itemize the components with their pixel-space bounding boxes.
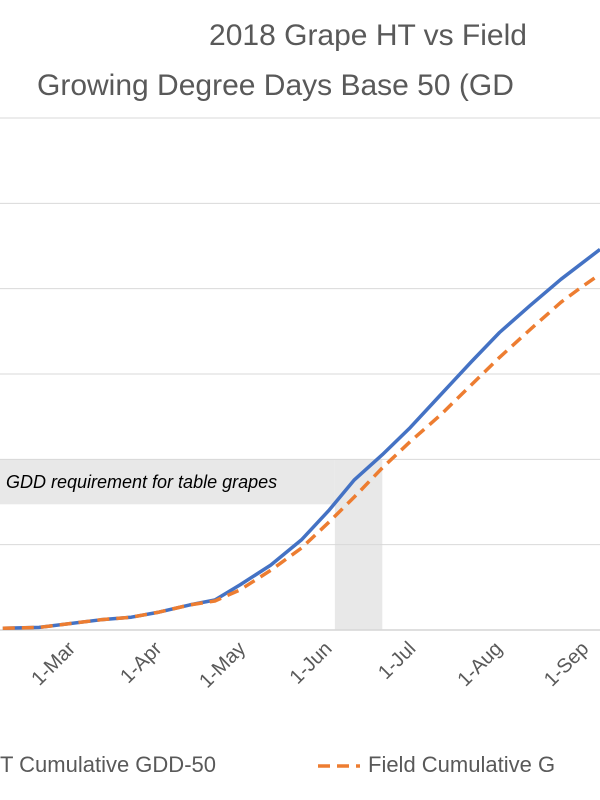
chart-title: Growing Degree Days Base 50 (GD (37, 69, 514, 102)
series-line (2, 248, 600, 631)
series-line (2, 272, 600, 631)
x-tick-label: 1-Sep (540, 638, 593, 691)
x-tick-label: 1-Jul (374, 638, 420, 684)
requirement-band (334, 459, 383, 630)
legend-label: Field Cumulative G (368, 752, 555, 777)
x-tick-label: 1-Mar (27, 637, 80, 690)
x-tick-label: 1-Jun (286, 638, 337, 689)
annotation-text: GDD requirement for table grapes (6, 472, 277, 492)
chart-title: 2018 Grape HT vs Field (209, 19, 527, 52)
legend-label: T Cumulative GDD-50 (0, 752, 216, 777)
x-tick-label: 1-May (195, 638, 250, 693)
x-tick-label: 1-Aug (454, 638, 507, 691)
x-tick-label: 1-Apr (116, 637, 166, 687)
annotation-box (0, 459, 335, 505)
